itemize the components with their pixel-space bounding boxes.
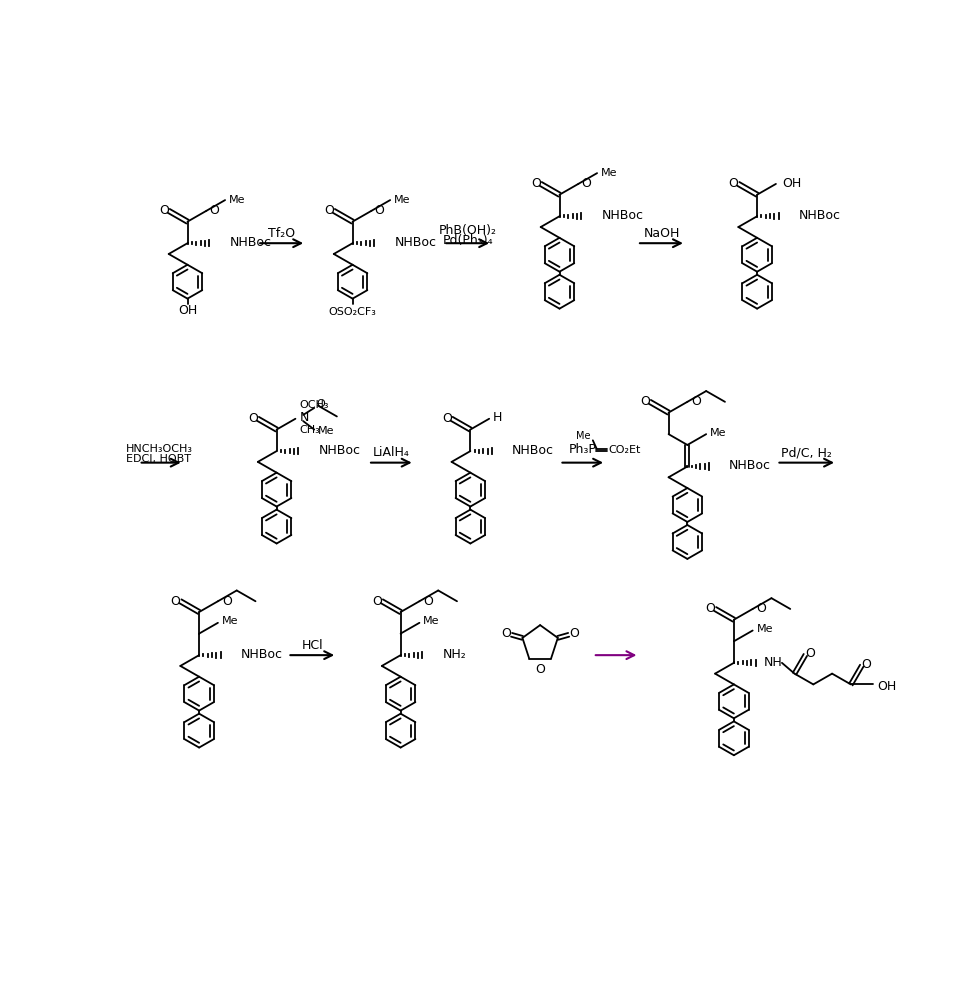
Text: NHBoc: NHBoc — [394, 236, 437, 249]
Text: NHBoc: NHBoc — [729, 459, 772, 472]
Text: Me: Me — [601, 168, 618, 178]
Text: CO₂Et: CO₂Et — [608, 445, 640, 455]
Text: O: O — [805, 647, 815, 660]
Text: O: O — [222, 595, 232, 608]
Text: O: O — [691, 395, 702, 408]
Text: O: O — [442, 412, 451, 425]
Text: HCl: HCl — [302, 639, 323, 652]
Text: CH₃: CH₃ — [300, 425, 320, 435]
Text: Me: Me — [229, 195, 245, 205]
Text: NHBoc: NHBoc — [601, 209, 643, 222]
Text: O: O — [757, 602, 767, 615]
Text: O: O — [640, 395, 650, 408]
Text: O: O — [705, 602, 715, 615]
Text: NHBoc: NHBoc — [230, 236, 271, 249]
Text: Tf₂O: Tf₂O — [269, 227, 296, 240]
Text: LiAlH₄: LiAlH₄ — [373, 446, 410, 459]
Text: Me: Me — [423, 616, 440, 626]
Text: O: O — [423, 595, 433, 608]
Text: EDCI, HOBT: EDCI, HOBT — [126, 454, 191, 464]
Text: NHBoc: NHBoc — [799, 209, 841, 222]
Text: O: O — [582, 177, 592, 190]
Text: O: O — [569, 627, 579, 640]
Text: O: O — [535, 663, 545, 676]
Text: Pd/C, H₂: Pd/C, H₂ — [781, 446, 832, 459]
Text: OH: OH — [178, 304, 198, 317]
Text: Me: Me — [222, 616, 238, 626]
Text: O: O — [248, 412, 258, 425]
Text: O: O — [531, 177, 541, 190]
Text: HNCH₃OCH₃: HNCH₃OCH₃ — [126, 444, 193, 454]
Text: O: O — [170, 595, 181, 608]
Text: Me: Me — [318, 426, 335, 436]
Text: Me: Me — [576, 431, 591, 441]
Text: O: O — [729, 177, 739, 190]
Text: H: H — [493, 411, 502, 424]
Text: O: O — [861, 658, 872, 671]
Text: OSO₂CF₃: OSO₂CF₃ — [329, 307, 377, 317]
Text: Pd(Ph₃)₄: Pd(Ph₃)₄ — [443, 234, 493, 247]
Text: O: O — [373, 595, 382, 608]
Text: NHBoc: NHBoc — [241, 648, 283, 661]
Text: N: N — [300, 411, 308, 424]
Text: NHBoc: NHBoc — [512, 444, 555, 457]
Text: Me: Me — [757, 624, 773, 634]
Text: OH: OH — [878, 680, 896, 693]
Text: O: O — [324, 204, 334, 217]
Text: Me: Me — [394, 195, 411, 205]
Text: O: O — [501, 627, 511, 640]
Text: OH: OH — [782, 177, 802, 190]
Text: NH: NH — [764, 656, 782, 669]
Text: NaOH: NaOH — [643, 227, 680, 240]
Text: NH₂: NH₂ — [443, 648, 466, 661]
Text: Me: Me — [710, 428, 727, 438]
Text: OCH₃: OCH₃ — [300, 400, 329, 410]
Text: PhB(OH)₂: PhB(OH)₂ — [439, 224, 497, 237]
Text: O: O — [209, 204, 219, 217]
Text: O: O — [375, 204, 384, 217]
Text: NHBoc: NHBoc — [318, 444, 360, 457]
Text: O: O — [160, 204, 169, 217]
Text: Ph₃P: Ph₃P — [569, 443, 596, 456]
Text: O: O — [316, 399, 325, 409]
